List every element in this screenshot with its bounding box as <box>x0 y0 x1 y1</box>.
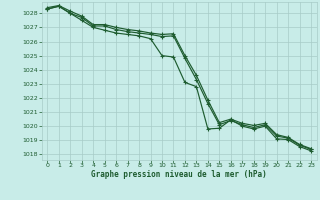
X-axis label: Graphe pression niveau de la mer (hPa): Graphe pression niveau de la mer (hPa) <box>91 170 267 179</box>
